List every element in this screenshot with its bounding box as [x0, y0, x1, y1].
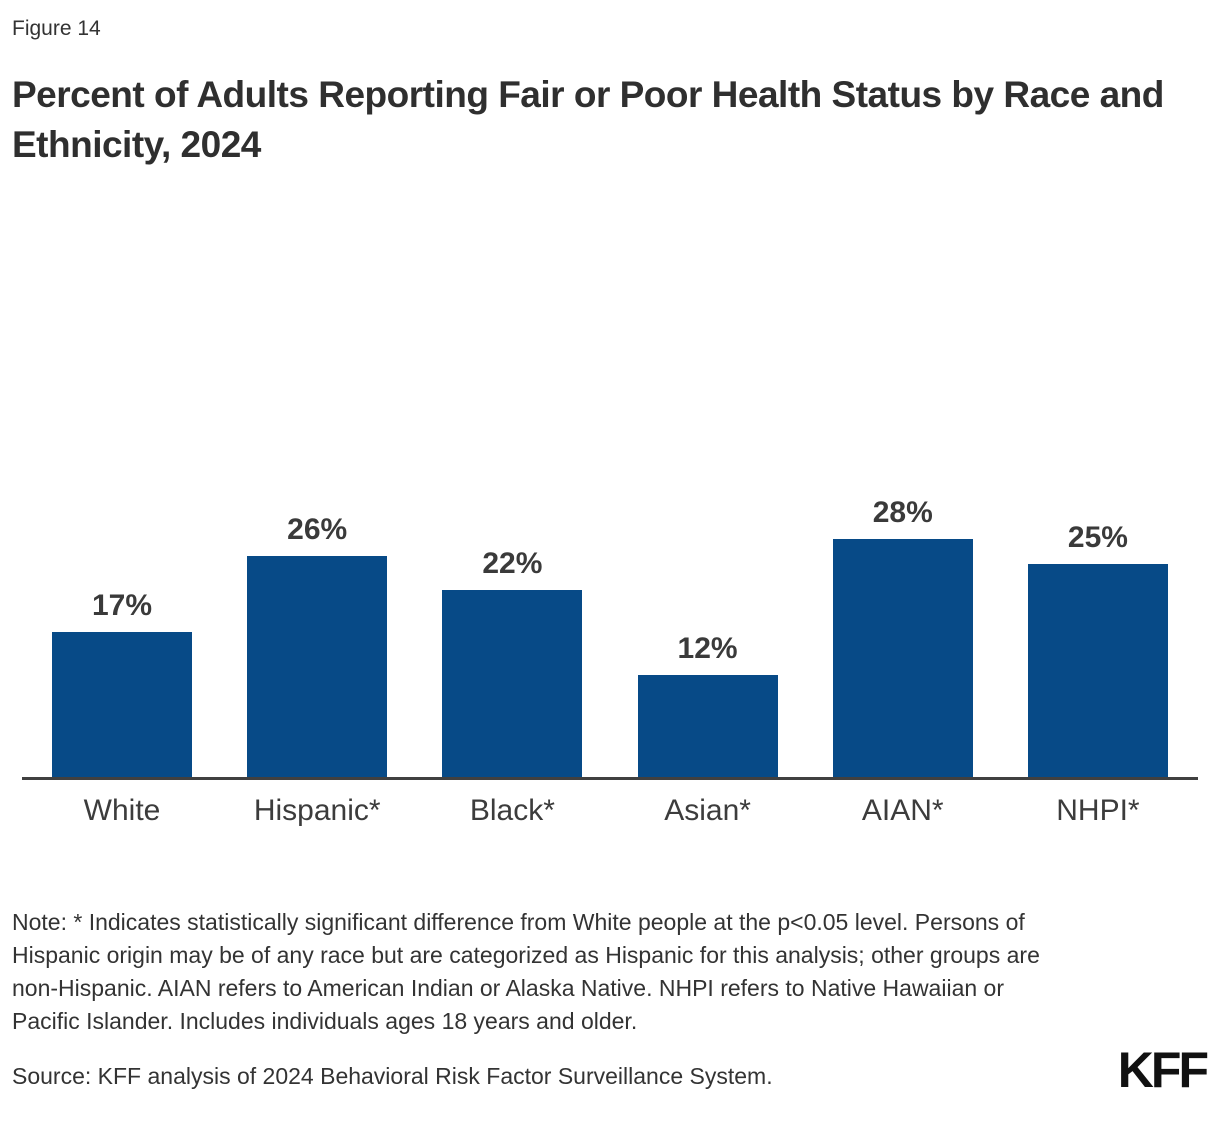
bar-value-label: 28%: [872, 496, 933, 529]
bar-column: 17%: [52, 589, 192, 777]
bar: [52, 632, 192, 777]
bar-column: 28%: [832, 496, 973, 777]
bar: [247, 556, 388, 777]
x-axis-category-label: AIAN*: [861, 794, 944, 827]
bar: [442, 590, 583, 777]
x-axis-category-label: Black*: [469, 794, 555, 827]
bar: [637, 675, 778, 777]
x-axis-category-label: Hispanic*: [253, 794, 381, 827]
source-text: Source: KFF analysis of 2024 Behavioral …: [12, 1063, 773, 1089]
x-axis-category-label: NHPI*: [1056, 794, 1140, 827]
bar-column: 26%: [247, 513, 388, 777]
bar-column: 12%: [637, 632, 778, 777]
kff-logo: KFF: [1117, 1042, 1209, 1098]
bar-column: 25%: [1027, 521, 1168, 777]
x-axis-labels: White Hispanic* Black* Asian* AIAN* NHPI*: [22, 780, 1198, 828]
figure-label: Figure 14: [12, 17, 101, 40]
bar: [832, 539, 973, 777]
x-axis-category-label: Asian*: [664, 794, 751, 827]
bar-chart-plot-area: 17% 26% 22% 12% 28% 25%: [22, 422, 1198, 780]
x-axis-category-label: White: [83, 794, 161, 827]
bar-value-label: 22%: [482, 547, 543, 580]
bar-column: 22%: [442, 547, 583, 777]
bar-value-label: 25%: [1067, 521, 1128, 554]
chart-footer: Source: KFF analysis of 2024 Behavioral …: [12, 1042, 1209, 1098]
figure-page: Figure 14 Percent of Adults Reporting Fa…: [12, 17, 1209, 1098]
bar-value-label: 26%: [287, 513, 348, 546]
bar-value-label: 17%: [91, 589, 153, 622]
bar: [1027, 564, 1168, 777]
bar-value-label: 12%: [677, 632, 738, 665]
chart-note: Note: * Indicates statistically signific…: [12, 909, 1040, 1034]
bar-series: 17% 26% 22% 12% 28% 25%: [52, 496, 1168, 777]
page-title: Percent of Adults Reporting Fair or Poor…: [12, 74, 1164, 165]
